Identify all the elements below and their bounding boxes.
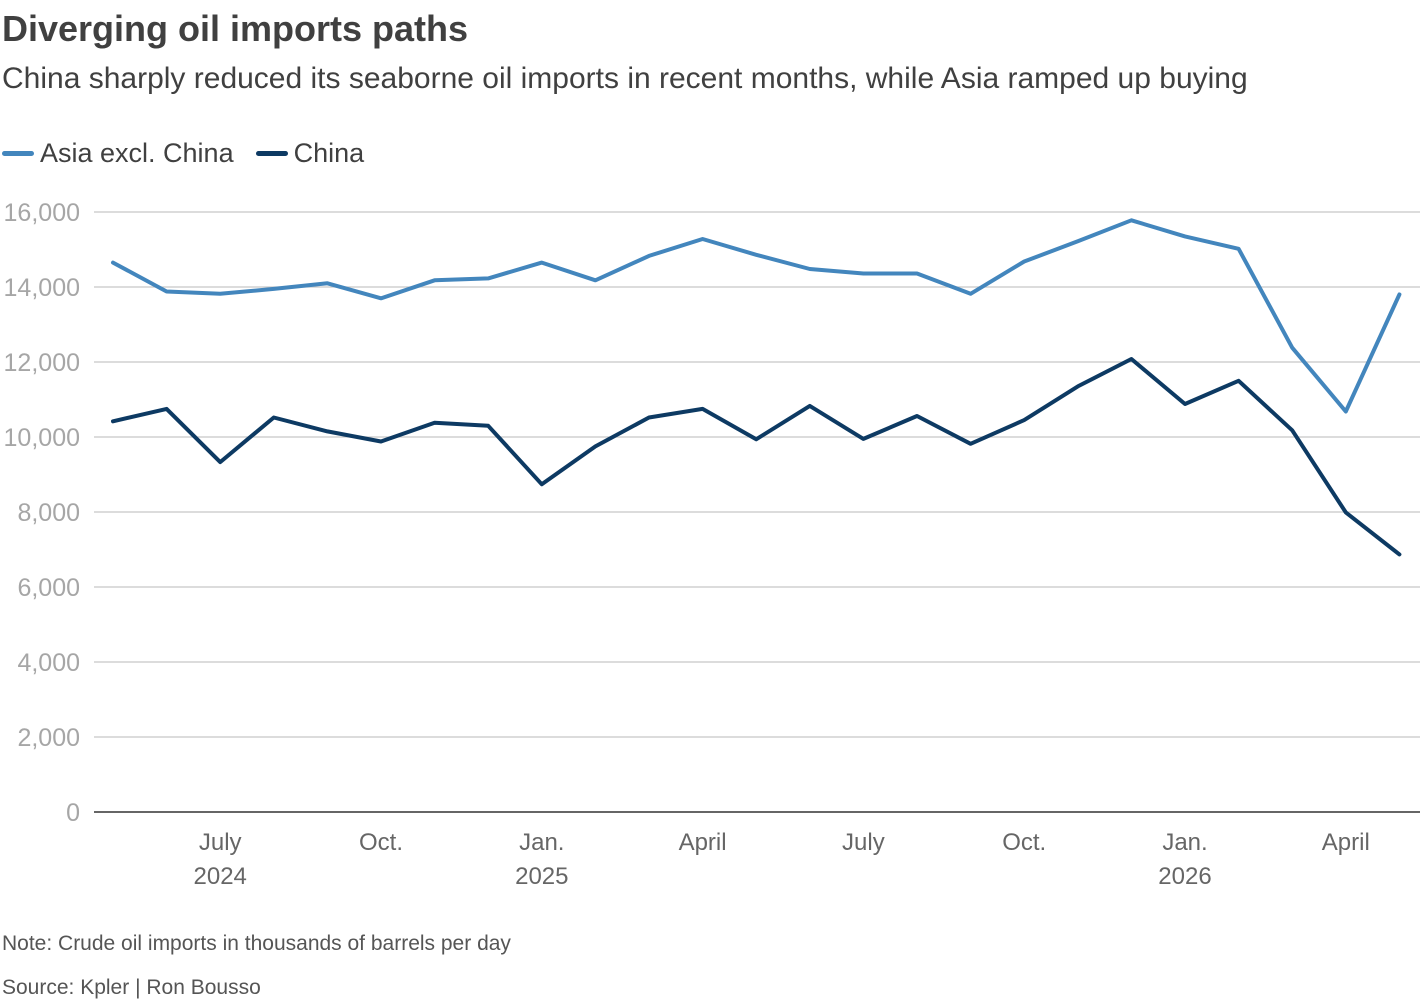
y-tick-label: 14,000 <box>4 274 80 302</box>
chart-subtitle: China sharply reduced its seaborne oil i… <box>2 62 1248 95</box>
legend-item-china: China <box>255 137 365 169</box>
legend: Asia excl. China China <box>2 136 386 170</box>
legend-label-china: China <box>293 137 365 168</box>
y-tick-label: 8,000 <box>17 499 80 527</box>
x-tick-year-label: 2024 <box>194 863 247 890</box>
y-tick-label: 16,000 <box>4 199 80 227</box>
legend-item-asia: Asia excl. China <box>2 138 234 169</box>
y-tick-label: 0 <box>66 799 80 827</box>
x-tick-label: April <box>679 829 727 856</box>
x-tick-label: July <box>842 829 885 856</box>
x-tick-label: Jan. <box>1162 829 1207 856</box>
y-tick-label: 12,000 <box>4 349 80 377</box>
chart-title: Diverging oil imports paths <box>2 8 469 49</box>
legend-label-asia: Asia excl. China <box>40 137 234 168</box>
legend-swatch-asia <box>2 150 34 156</box>
x-tick-label: Oct. <box>359 829 403 856</box>
legend-swatch-china <box>255 150 288 156</box>
x-tick-label: April <box>1322 829 1370 856</box>
y-tick-label: 10,000 <box>4 424 80 452</box>
chart-source: Source: Kpler | Ron Bousso <box>2 976 261 999</box>
x-tick-label: July <box>199 829 242 856</box>
y-tick-label: 4,000 <box>17 649 80 677</box>
series-line-asia <box>111 218 1402 414</box>
x-tick-label: Jan. <box>519 829 564 856</box>
y-tick-label: 6,000 <box>17 574 80 602</box>
x-tick-year-label: 2025 <box>515 863 568 890</box>
series-line-china <box>111 357 1402 557</box>
y-tick-label: 2,000 <box>17 724 80 752</box>
chart-note: Note: Crude oil imports in thousands of … <box>2 932 511 955</box>
line-chart: 0 2,000 4,000 6,000 8,000 10,000 12,000 14,000 1… <box>4 199 1420 890</box>
x-tick-label: Oct. <box>1002 829 1046 856</box>
x-tick-year-label: 2026 <box>1158 863 1211 890</box>
